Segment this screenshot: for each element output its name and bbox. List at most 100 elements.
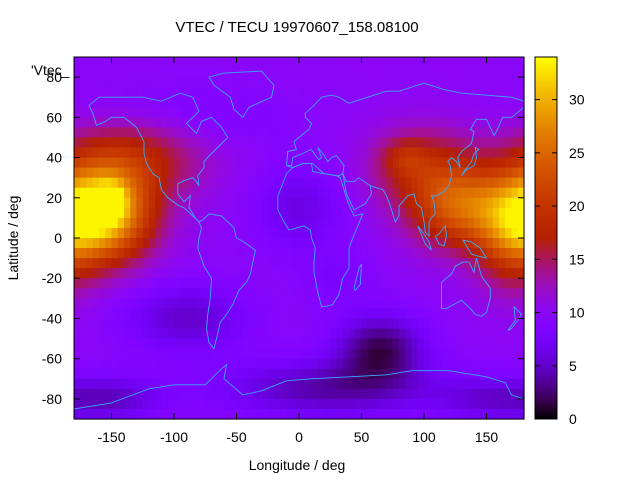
heatmap-cell: [411, 308, 419, 320]
heatmap-cell: [505, 97, 513, 108]
heatmap-cell: [217, 318, 225, 330]
heatmap-cell: [99, 127, 106, 139]
heatmap-cell: [386, 338, 394, 350]
heatmap-cell: [480, 197, 488, 209]
heatmap-cell: [430, 268, 438, 279]
heatmap-cell: [386, 408, 394, 420]
heatmap-cell: [336, 57, 344, 68]
heatmap-cell: [274, 358, 281, 370]
heatmap-cell: [317, 398, 325, 410]
heatmap-cell: [455, 238, 463, 249]
heatmap-cell: [224, 378, 231, 390]
heatmap-cell: [424, 268, 431, 279]
heatmap-cell: [261, 308, 269, 320]
heatmap-cell: [355, 87, 363, 98]
heatmap-cell: [330, 338, 338, 350]
heatmap-cell: [199, 57, 206, 68]
heatmap-cell: [92, 227, 100, 239]
heatmap-cell: [392, 298, 400, 309]
heatmap-cell: [449, 248, 456, 259]
heatmap-cell: [492, 248, 500, 259]
heatmap-cell: [424, 258, 431, 269]
heatmap-cell: [211, 117, 219, 128]
heatmap-cell: [492, 408, 500, 420]
heatmap-cell: [492, 197, 500, 209]
heatmap-cell: [192, 328, 200, 340]
heatmap-cell: [492, 338, 500, 350]
heatmap-cell: [130, 57, 138, 68]
heatmap-cell: [505, 238, 513, 249]
heatmap-cell: [330, 388, 338, 400]
heatmap-cell: [355, 117, 363, 128]
heatmap-cell: [180, 177, 188, 189]
heatmap-cell: [424, 67, 431, 78]
heatmap-cell: [517, 388, 525, 400]
heatmap-cell: [492, 77, 500, 88]
heatmap-cell: [199, 368, 206, 380]
heatmap-cell: [455, 227, 463, 239]
heatmap-cell: [167, 258, 175, 269]
heatmap-cell: [211, 207, 219, 219]
heatmap-cell: [511, 207, 519, 219]
heatmap-cell: [230, 298, 238, 309]
heatmap-cell: [399, 398, 406, 410]
heatmap-cell: [149, 177, 156, 189]
heatmap-cell: [242, 258, 250, 269]
heatmap-cell: [330, 177, 338, 189]
heatmap-cell: [430, 227, 438, 239]
heatmap-cell: [161, 77, 169, 88]
heatmap-cell: [142, 328, 150, 340]
heatmap-cell: [305, 117, 313, 128]
heatmap-cell: [305, 127, 313, 139]
heatmap-cell: [324, 177, 331, 189]
heatmap-cell: [517, 107, 525, 118]
heatmap-cell: [499, 187, 506, 199]
heatmap-cell: [111, 248, 119, 259]
heatmap-cell: [242, 338, 250, 350]
heatmap-cell: [261, 318, 269, 330]
heatmap-cell: [124, 318, 131, 330]
heatmap-cell: [155, 388, 163, 400]
heatmap-cell: [324, 117, 331, 128]
heatmap-cell: [342, 368, 350, 380]
heatmap-cell: [192, 87, 200, 98]
heatmap-cell: [417, 398, 425, 410]
heatmap-cell: [280, 87, 288, 98]
heatmap-cell: [186, 368, 194, 380]
heatmap-cell: [499, 408, 506, 420]
heatmap-cell: [449, 388, 456, 400]
heatmap-cell: [192, 137, 200, 149]
heatmap-cell: [386, 388, 394, 400]
heatmap-cell: [442, 137, 450, 149]
heatmap-cell: [205, 177, 213, 189]
heatmap-cell: [299, 348, 306, 360]
heatmap-cell: [111, 378, 119, 390]
heatmap-cell: [430, 107, 438, 118]
heatmap-cell: [511, 157, 519, 169]
heatmap-cell: [430, 358, 438, 370]
heatmap-cell: [130, 238, 138, 249]
heatmap-cell: [230, 278, 238, 289]
heatmap-cell: [411, 248, 419, 259]
heatmap-cell: [174, 388, 181, 400]
heatmap-cell: [461, 107, 469, 118]
heatmap-cell: [292, 67, 300, 78]
heatmap-cell: [199, 378, 206, 390]
heatmap-cell: [355, 57, 363, 68]
heatmap-cell: [355, 328, 363, 340]
heatmap-cell: [236, 358, 244, 370]
heatmap-cell: [136, 378, 144, 390]
heatmap-cell: [167, 298, 175, 309]
heatmap-cell: [249, 67, 256, 78]
heatmap-cell: [180, 97, 188, 108]
heatmap-cell: [424, 197, 431, 209]
heatmap-cell: [142, 197, 150, 209]
heatmap-cell: [267, 348, 275, 360]
heatmap-cell: [492, 238, 500, 249]
heatmap-cell: [505, 77, 513, 88]
heatmap-cell: [249, 248, 256, 259]
heatmap-cell: [336, 318, 344, 330]
heatmap-cell: [499, 378, 506, 390]
heatmap-cell: [130, 77, 138, 88]
heatmap-cell: [217, 107, 225, 118]
